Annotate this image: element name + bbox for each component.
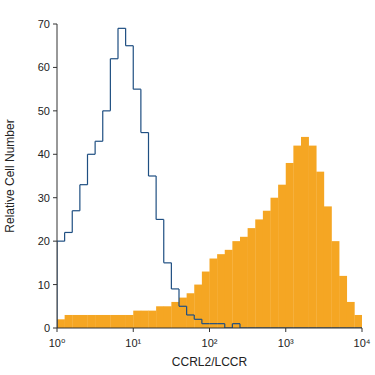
histogram-bar [286,163,294,328]
x-tick-label: 10⁴ [354,337,371,349]
x-tick-label: 10² [202,337,218,349]
plot-area [57,28,362,328]
histogram-bar [225,250,233,328]
histogram-step [202,323,210,324]
histogram-bar [80,315,88,328]
y-tick-label: 50 [38,105,50,117]
histogram-bar [194,285,202,328]
histogram-step [57,241,65,242]
histogram-bar [65,315,73,328]
y-tick-label: 20 [38,235,50,247]
x-tick-label: 10¹ [125,337,141,349]
series-1 [57,137,362,328]
y-tick [53,67,57,68]
histogram-step [118,28,126,29]
histogram-bar [72,315,80,328]
histogram-bar [331,241,339,328]
histogram-bar [354,315,362,328]
x-tick [362,328,363,332]
histogram-bar [88,315,96,328]
histogram-bar [171,302,179,328]
histogram-bar [110,315,118,328]
histogram-step [194,319,202,320]
y-tick-label: 10 [38,279,50,291]
histogram-step [187,314,195,315]
histogram-bar [339,276,347,328]
x-tick [57,328,58,332]
histogram-step [171,288,179,289]
x-tick-label: 10⁰ [49,337,66,349]
histogram-step [217,323,225,324]
histogram-bar [347,302,355,328]
histogram-bar [202,272,210,328]
histogram-bar [149,311,157,328]
histogram-bar [271,198,279,328]
histogram-bar [164,306,172,328]
step-connector [57,28,362,328]
histogram-bar [232,241,240,328]
y-tick [53,110,57,111]
histogram-step [133,89,141,90]
histogram-bar [263,211,271,328]
y-tick [53,24,57,25]
y-tick [53,328,57,329]
axes: 0 10 20 30 40 50 60 70 10⁰ 10¹ 10² 10³ 10⁴ [38,18,371,349]
x-tick-label: 10³ [278,337,294,349]
histogram-step [80,184,88,185]
histogram-bar [293,146,301,328]
histogram-bar [141,311,149,328]
x-tick [285,328,286,332]
histogram-step [72,210,80,211]
histogram-step [141,132,149,133]
histogram-bar [156,306,164,328]
series-0 [57,28,362,328]
y-tick [53,284,57,285]
histogram-bar [255,219,263,328]
histogram-bar [248,228,256,328]
histogram-step [110,58,118,59]
x-tick [209,328,210,332]
y-tick [53,241,57,242]
histogram-bar [133,311,141,328]
histogram-bar [118,315,126,328]
histogram-bar [316,172,324,328]
y-tick [53,154,57,155]
histogram-bar [301,137,309,328]
y-tick-label: 40 [38,148,50,160]
y-tick-label: 70 [38,18,50,30]
histogram-step [126,45,134,46]
histogram-step [232,323,240,324]
histogram-step [103,110,111,111]
histogram-bar [217,254,225,328]
histogram-bar [126,315,134,328]
y-tick [53,197,57,198]
chart: 0 10 20 30 40 50 60 70 10⁰ 10¹ 10² 10³ 10⁴ CCRL2/LCCR… [0,0,375,375]
x-axis-label: CCRL2/LCCR [172,355,248,369]
histogram-bar [187,293,195,328]
histogram-step [149,175,157,176]
histogram-step [88,154,96,155]
y-tick-label: 60 [38,61,50,73]
histogram-bar [324,206,332,328]
histogram-bar [278,185,286,328]
histogram-bar [309,146,317,328]
histogram-step [164,262,172,263]
histogram-step [95,141,103,142]
histogram-bar [210,259,218,328]
histogram-bar [179,298,187,328]
histogram-step [156,219,164,220]
x-tick [133,328,134,332]
histogram-bar [103,315,111,328]
histogram-step [65,232,73,233]
histogram-bar [240,237,248,328]
y-axis-line [57,24,58,328]
y-tick-label: 30 [38,192,50,204]
histogram-step [179,306,187,307]
histogram-bar [57,319,65,328]
y-axis-label: Relative Cell Number [3,119,17,232]
histogram-step [210,323,218,324]
y-tick-label: 0 [44,322,50,334]
histogram-bar [95,315,103,328]
